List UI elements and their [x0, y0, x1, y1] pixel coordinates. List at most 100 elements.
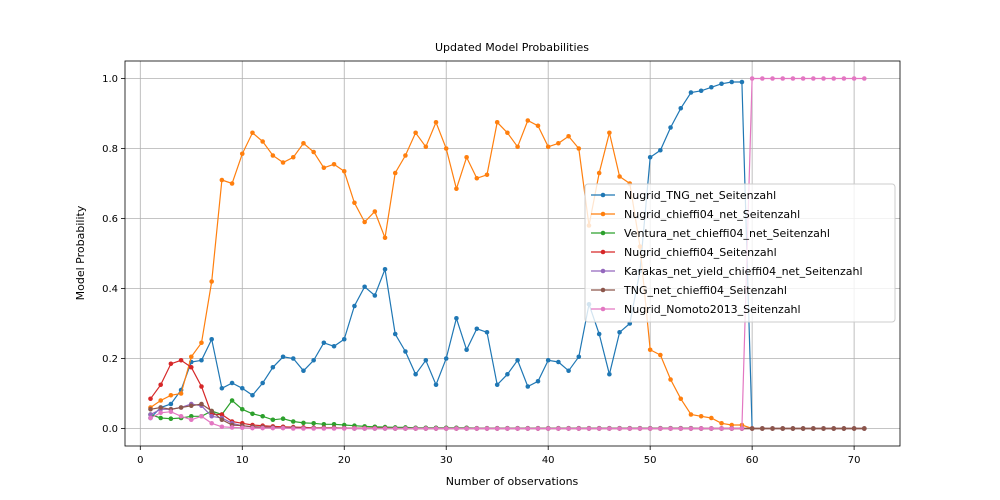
legend-label: Nugrid_chieffi04_Seitenzahl: [624, 246, 777, 259]
legend-swatch-marker: [600, 306, 606, 312]
data-point: [668, 125, 673, 130]
data-point: [239, 406, 245, 412]
data-point: [454, 426, 459, 431]
data-point: [617, 174, 622, 179]
data-point: [484, 172, 490, 178]
data-point: [525, 118, 531, 123]
data-point: [647, 426, 653, 431]
data-point: [229, 398, 235, 403]
legend-entry: Nugrid_chieffi04_net_Seitenzahl: [591, 208, 800, 221]
data-point: [658, 352, 663, 358]
data-point: [739, 79, 745, 85]
data-point: [158, 398, 163, 403]
data-point: [209, 336, 214, 342]
data-point: [698, 88, 704, 94]
data-point: [566, 426, 571, 431]
data-point: [515, 426, 520, 431]
data-point: [168, 416, 174, 422]
data-point: [576, 426, 582, 431]
data-point: [168, 392, 174, 398]
data-point: [709, 415, 714, 421]
data-point: [688, 412, 694, 417]
data-point: [780, 426, 786, 431]
y-axis-label: Model Probability: [74, 205, 87, 300]
data-point: [729, 426, 735, 431]
data-point: [229, 425, 235, 430]
data-point: [290, 419, 296, 424]
legend-entry: Karakas_net_yield_chieffi04_net_Seitenza…: [591, 265, 863, 278]
legend-swatch-marker: [600, 211, 606, 217]
data-point: [862, 426, 867, 431]
x-tick-label: 70: [848, 455, 861, 466]
data-point: [260, 425, 265, 431]
data-point: [535, 378, 541, 384]
data-point: [617, 426, 622, 431]
data-point: [423, 357, 429, 363]
data-point: [158, 382, 163, 388]
data-point: [321, 426, 327, 431]
data-point: [301, 426, 306, 431]
data-point: [413, 426, 418, 431]
data-point: [586, 426, 592, 431]
data-point: [474, 175, 480, 181]
data-point: [352, 426, 357, 431]
data-point: [341, 168, 347, 174]
data-point: [668, 377, 673, 382]
data-point: [576, 354, 582, 360]
data-point: [301, 420, 306, 426]
data-point: [800, 426, 806, 431]
data-point: [556, 426, 561, 431]
data-point: [607, 130, 612, 136]
data-point: [607, 371, 612, 377]
data-point: [545, 426, 551, 431]
data-point: [158, 410, 163, 416]
legend-label: Nugrid_Nomoto2013_Seitenzahl: [624, 303, 801, 316]
legend-swatch-marker: [600, 230, 606, 236]
legend-swatch-marker: [600, 287, 606, 293]
data-point: [494, 382, 500, 388]
data-point: [382, 266, 388, 272]
data-point: [851, 76, 857, 81]
data-point: [341, 422, 347, 428]
data-point: [239, 151, 245, 157]
data-point: [515, 144, 520, 150]
data-point: [219, 417, 225, 423]
data-point: [250, 130, 255, 136]
data-point: [474, 326, 480, 332]
data-point: [464, 426, 469, 431]
x-tick-label: 10: [236, 455, 249, 466]
data-point: [331, 426, 337, 431]
data-point: [392, 170, 398, 176]
data-point: [484, 426, 490, 431]
x-axis-label: Number of observations: [446, 475, 579, 488]
data-point: [678, 396, 684, 402]
data-point: [780, 76, 786, 81]
data-point: [811, 426, 816, 431]
data-point: [658, 147, 663, 153]
data-point: [566, 133, 571, 139]
data-point: [148, 412, 153, 417]
data-point: [219, 412, 225, 417]
data-point: [209, 413, 214, 419]
data-point: [290, 426, 296, 431]
data-point: [178, 391, 184, 396]
x-tick-label: 60: [746, 455, 759, 466]
plot-frame: [124, 60, 901, 447]
legend-label: TNG_net_chieffi04_Seitenzahl: [623, 284, 787, 297]
legend-entry: TNG_net_chieffi04_Seitenzahl: [591, 284, 787, 297]
data-point: [270, 417, 276, 423]
data-point: [668, 426, 673, 431]
data-point: [831, 76, 837, 81]
data-point: [168, 409, 174, 415]
data-point: [770, 426, 775, 431]
data-point: [821, 426, 826, 431]
data-point: [331, 422, 337, 427]
data-point: [443, 356, 449, 361]
data-point: [862, 76, 867, 81]
data-point: [454, 186, 459, 192]
data-point: [556, 359, 561, 365]
data-point: [423, 144, 429, 150]
legend-swatch-marker: [600, 249, 606, 255]
data-point: [760, 76, 765, 81]
data-point: [219, 177, 225, 183]
